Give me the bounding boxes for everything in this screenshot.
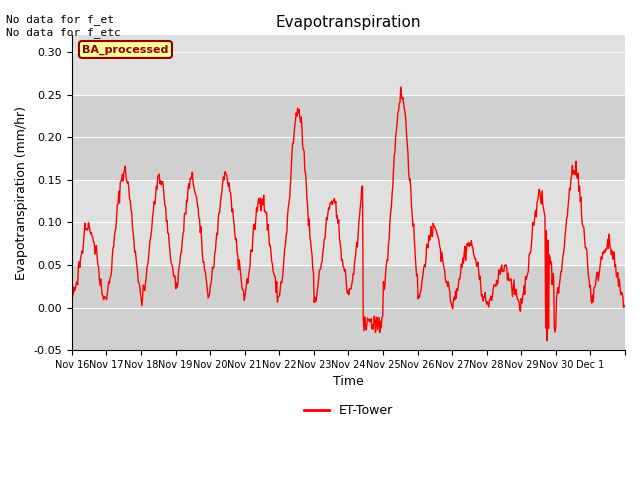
Text: BA_processed: BA_processed: [83, 44, 169, 55]
Title: Evapotranspiration: Evapotranspiration: [276, 15, 421, 30]
Text: No data for f_et
No data for f_etc: No data for f_et No data for f_etc: [6, 14, 121, 38]
Legend: ET-Tower: ET-Tower: [299, 399, 398, 422]
Bar: [72, 180, 625, 265]
Bar: [72, 95, 625, 180]
Bar: [72, 10, 625, 95]
Y-axis label: Evapotranspiration (mm/hr): Evapotranspiration (mm/hr): [15, 106, 28, 280]
Bar: [72, 265, 625, 350]
X-axis label: Time: Time: [333, 375, 364, 388]
